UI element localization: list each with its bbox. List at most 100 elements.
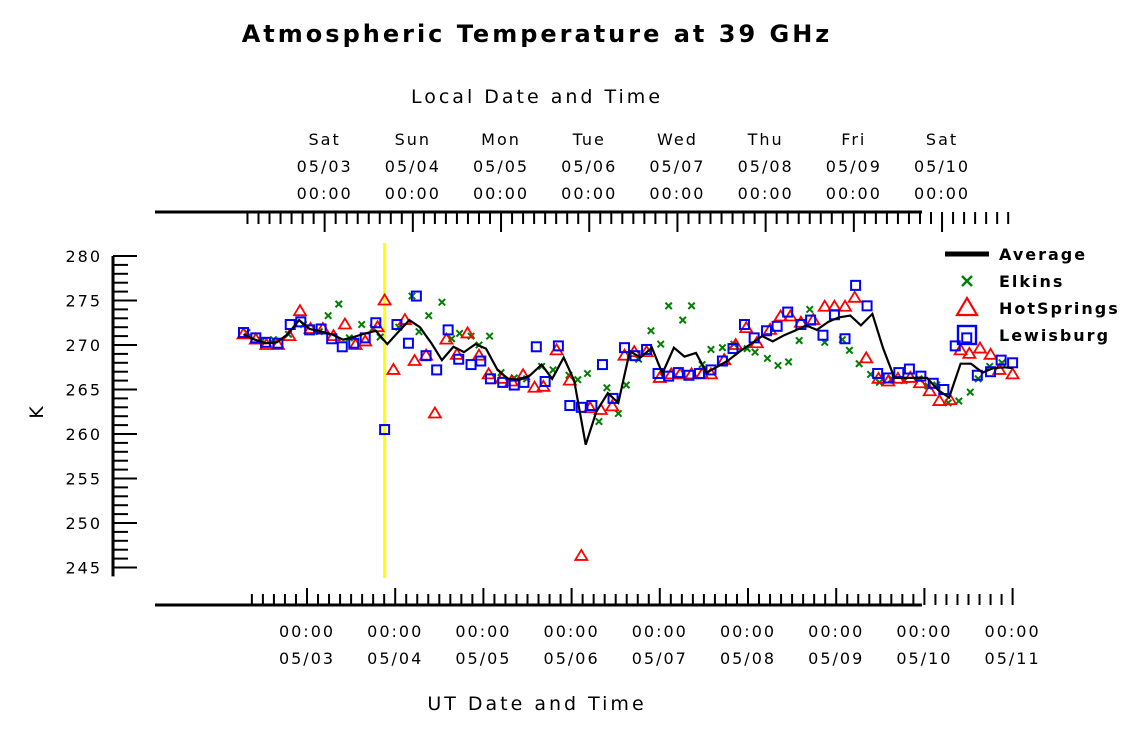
lewisburg-point: [882, 372, 894, 384]
elkins-point: [678, 316, 687, 324]
chart-axes: 00:00 05/03 00:00 05/04 00:00 05/05 00:00 05/06…: [65, 130, 1041, 668]
y-tick-label: 245: [65, 559, 102, 578]
elkins-point: [687, 301, 696, 310]
top-tick-label-time: 00:00: [297, 184, 353, 203]
lewisburg-point: [453, 353, 465, 365]
elkins-point: [743, 344, 752, 353]
x-tick-label-date: 05/06: [544, 649, 600, 668]
elkins-point: [656, 340, 665, 349]
elkins-point-stroke: [678, 316, 687, 324]
hotsprings-point: [931, 393, 947, 406]
top-tick-label-day: Tue: [572, 130, 606, 149]
hotsprings-point: [703, 366, 719, 380]
elkins-point-stroke: [687, 301, 696, 310]
elkins-point-stroke: [966, 388, 975, 397]
lewisburg-point: [693, 367, 705, 379]
lewisburg-point: [442, 324, 454, 336]
elkins-point: [573, 375, 582, 384]
elkins-point: [438, 298, 446, 307]
x-tick-label-date: 05/05: [455, 649, 511, 668]
elkins-point-stroke: [602, 383, 611, 392]
elkins-point-stroke: [718, 343, 727, 352]
hotsprings-point: [369, 319, 386, 333]
hotsprings-point: [972, 340, 988, 354]
x-tick-label-date: 05/03: [279, 649, 335, 668]
elkins-point: [595, 417, 603, 426]
top-tick-label-day: Sun: [395, 130, 431, 149]
hotsprings-point: [961, 346, 977, 359]
lewisburg-point: [596, 359, 608, 371]
lewisburg-point: [564, 400, 576, 412]
elkins-point-stroke: [763, 354, 772, 363]
lewisburg-point: [607, 392, 619, 404]
x-tick-label-time: 00:00: [367, 622, 423, 641]
top-tick-label-day: Mon: [481, 130, 521, 149]
lewisburg-point: [738, 319, 750, 331]
elkins-point: [485, 332, 494, 341]
lewisburg-point: [927, 377, 939, 389]
x-tick-label-time: 00:00: [985, 622, 1041, 641]
lewisburg-point: [575, 401, 587, 413]
lewisburg-point: [539, 375, 551, 387]
elkins-point: [774, 361, 782, 370]
lewisburg-point: [839, 333, 851, 345]
hotsprings-point: [292, 303, 308, 317]
elkins-point: [664, 301, 673, 310]
lewisburg-point: [903, 363, 915, 375]
top-tick-label-time: 00:00: [738, 184, 794, 203]
elkins-point: [602, 383, 611, 392]
top-tick-label-day: Sat: [926, 130, 958, 149]
x-tick-label-date: 05/08: [720, 649, 776, 668]
hotsprings-point: [1005, 366, 1021, 380]
x-tick-label-time: 00:00: [544, 622, 600, 641]
elkins-point: [751, 348, 759, 357]
lewisburg-point: [391, 319, 403, 331]
lewisburg-point: [431, 364, 443, 376]
top-tick-label-day: Wed: [657, 130, 698, 149]
elkins-point-stroke: [549, 366, 557, 374]
elkins-point-stroke: [647, 326, 655, 335]
lewisburg-point: [379, 424, 391, 436]
top-tick-label-time: 00:00: [473, 184, 529, 203]
lewisburg-point: [619, 342, 631, 354]
series-lewisburg: [237, 279, 1019, 436]
y-tick-label: 255: [65, 470, 102, 489]
y-tick-label: 270: [65, 336, 102, 355]
lewisburg-point: [420, 350, 432, 362]
x-tick-label-date: 05/07: [632, 649, 688, 668]
elkins-point-stroke: [743, 344, 752, 353]
elkins-point: [647, 326, 655, 335]
top-tick-label-time: 00:00: [826, 184, 882, 203]
elkins-point-stroke: [656, 340, 665, 349]
lewisburg-point: [861, 300, 873, 312]
hotsprings-point: [407, 353, 423, 366]
hotsprings-point: [982, 347, 999, 360]
elkins-point-stroke: [334, 300, 343, 308]
hotsprings-point: [471, 347, 487, 361]
chart-title: Atmospheric Temperature at 39 GHz: [242, 20, 833, 48]
lewisburg-point: [465, 359, 477, 371]
elkins-point-stroke: [583, 369, 592, 378]
elkins-point-stroke: [324, 311, 333, 320]
lewisburg-point: [817, 329, 829, 341]
elkins-point-stroke: [357, 320, 366, 329]
top-tick-label-date: 05/03: [297, 157, 353, 176]
lewisburg-point: [336, 341, 348, 353]
legend-label: Elkins: [999, 272, 1064, 291]
lewisburg-point: [995, 354, 1007, 366]
average-line: [243, 311, 1013, 446]
legend-item-average: Average: [945, 245, 1085, 264]
hotsprings-point: [573, 548, 589, 561]
lewisburg-point: [915, 370, 927, 382]
x-tick-label-date: 05/04: [367, 649, 423, 668]
lewisburg-point: [805, 314, 817, 326]
elkins-point-stroke: [664, 301, 673, 310]
elkins-point-stroke: [845, 346, 854, 355]
elkins-point-stroke: [954, 397, 963, 405]
elkins-point-stroke: [622, 381, 631, 389]
y-tick-label: 250: [65, 514, 102, 533]
y-tick-label: 265: [65, 381, 102, 400]
series-average: [243, 311, 1013, 446]
legend-label: Lewisburg: [999, 326, 1110, 345]
lewisburg-point: [586, 400, 598, 412]
